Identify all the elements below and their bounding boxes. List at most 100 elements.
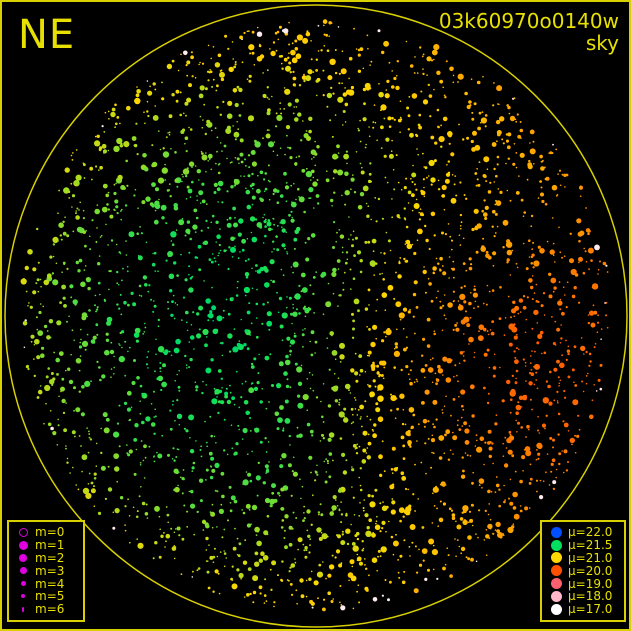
star-point xyxy=(506,145,511,150)
star-point xyxy=(214,462,220,468)
star-point xyxy=(331,350,338,356)
star-point xyxy=(99,236,102,238)
star-point xyxy=(557,412,561,416)
star-point xyxy=(529,463,532,466)
star-point xyxy=(298,84,302,87)
star-point xyxy=(188,161,195,167)
star-point xyxy=(417,498,420,500)
star-point xyxy=(135,515,139,519)
star-point xyxy=(474,172,478,175)
star-point xyxy=(204,132,207,136)
star-point xyxy=(169,427,173,431)
star-point xyxy=(140,295,143,297)
star-point xyxy=(294,558,296,560)
star-point xyxy=(177,385,181,389)
star-point xyxy=(244,294,247,297)
star-point xyxy=(167,521,169,524)
star-point xyxy=(301,333,305,337)
star-point xyxy=(72,299,78,305)
star-point xyxy=(514,381,518,385)
star-point xyxy=(522,295,526,298)
star-point xyxy=(477,536,479,539)
star-point xyxy=(475,560,478,563)
star-point xyxy=(481,209,485,213)
star-point xyxy=(150,298,153,301)
star-point xyxy=(80,281,86,288)
star-point xyxy=(433,234,436,237)
star-point xyxy=(285,65,291,72)
star-point xyxy=(290,49,296,56)
star-point xyxy=(390,409,393,412)
star-point xyxy=(482,174,487,178)
star-point xyxy=(72,466,74,469)
star-point xyxy=(288,570,291,573)
star-point xyxy=(343,407,347,411)
star-point xyxy=(536,490,538,493)
star-point xyxy=(190,324,193,326)
brightness-swatch xyxy=(548,603,564,615)
star-point xyxy=(495,119,501,125)
star-point xyxy=(422,152,424,155)
star-point xyxy=(304,307,310,313)
star-point xyxy=(253,386,259,391)
star-point xyxy=(391,85,395,89)
star-point xyxy=(145,241,148,244)
star-point xyxy=(339,437,343,440)
star-point xyxy=(252,590,257,595)
star-point xyxy=(263,594,267,597)
star-point xyxy=(169,195,172,198)
star-point xyxy=(75,260,80,265)
star-point xyxy=(505,139,510,143)
star-point xyxy=(463,194,466,196)
star-point xyxy=(476,439,478,442)
star-point xyxy=(266,533,269,536)
star-point xyxy=(383,366,386,369)
star-point xyxy=(107,110,110,113)
star-point xyxy=(318,563,322,567)
star-point xyxy=(266,129,269,131)
star-point xyxy=(348,238,350,240)
brightness-swatch xyxy=(548,552,564,564)
star-point xyxy=(516,333,518,336)
star-point xyxy=(207,79,210,82)
star-point xyxy=(218,508,224,514)
star-point xyxy=(408,504,412,508)
star-point xyxy=(311,494,314,497)
star-point xyxy=(539,154,543,159)
star-point xyxy=(361,166,363,169)
star-point xyxy=(294,229,300,235)
star-point xyxy=(426,176,428,179)
star-point xyxy=(271,499,276,504)
star-point xyxy=(167,301,169,304)
star-point xyxy=(271,491,275,495)
star-point xyxy=(528,239,531,242)
star-point xyxy=(191,56,194,59)
star-point xyxy=(182,176,184,178)
star-point xyxy=(354,352,357,355)
star-point xyxy=(145,196,151,202)
star-point xyxy=(165,259,168,262)
star-point xyxy=(126,184,129,187)
star-point xyxy=(440,481,446,487)
star-point xyxy=(228,66,234,73)
star-point xyxy=(457,300,460,302)
star-point xyxy=(526,424,530,429)
star-point xyxy=(312,292,315,296)
star-point xyxy=(220,400,225,405)
star-point xyxy=(357,584,360,586)
star-point xyxy=(463,285,466,288)
star-point xyxy=(80,338,82,341)
star-point xyxy=(515,419,517,422)
star-point xyxy=(352,91,354,94)
star-point xyxy=(552,480,557,485)
star-point xyxy=(353,191,357,194)
star-point xyxy=(477,183,481,187)
star-point xyxy=(519,121,522,123)
star-point xyxy=(476,446,483,453)
star-point xyxy=(372,121,375,124)
star-point xyxy=(430,177,436,183)
star-point xyxy=(212,78,215,81)
star-point xyxy=(305,579,308,582)
star-point xyxy=(218,592,221,595)
star-point xyxy=(169,409,172,412)
